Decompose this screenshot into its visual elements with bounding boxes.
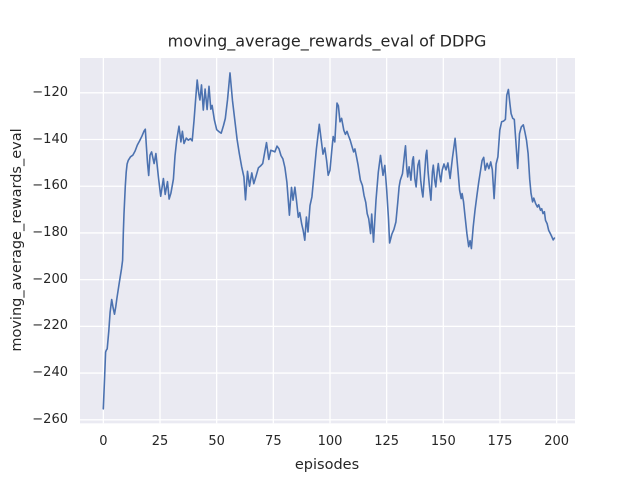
x-tick-label: 125 bbox=[374, 434, 400, 449]
x-tick-label: 0 bbox=[99, 434, 108, 449]
y-tick-label: −220 bbox=[32, 318, 68, 334]
x-tick-label: 75 bbox=[265, 434, 282, 449]
x-tick-label: 200 bbox=[544, 434, 570, 449]
x-tick-label: 150 bbox=[430, 434, 456, 449]
y-tick-label: −200 bbox=[32, 271, 68, 287]
x-axis-label: episodes bbox=[294, 457, 360, 473]
x-tick-label: 25 bbox=[151, 434, 169, 449]
x-tick-label: 175 bbox=[487, 434, 513, 449]
y-tick-label: −120 bbox=[32, 84, 68, 100]
x-tick-label: 50 bbox=[208, 434, 225, 449]
y-tick-label: −180 bbox=[32, 224, 68, 240]
chart-title: moving_average_rewards_eval of DDPG bbox=[167, 31, 487, 51]
y-tick-label: −240 bbox=[32, 365, 68, 381]
y-tick-label: −160 bbox=[32, 178, 68, 194]
y-tick-label: −260 bbox=[32, 411, 68, 427]
x-tick-label: 100 bbox=[317, 434, 343, 449]
axes-background bbox=[80, 58, 575, 424]
reward-line bbox=[102, 72, 556, 410]
y-tick-label: −140 bbox=[32, 131, 68, 147]
